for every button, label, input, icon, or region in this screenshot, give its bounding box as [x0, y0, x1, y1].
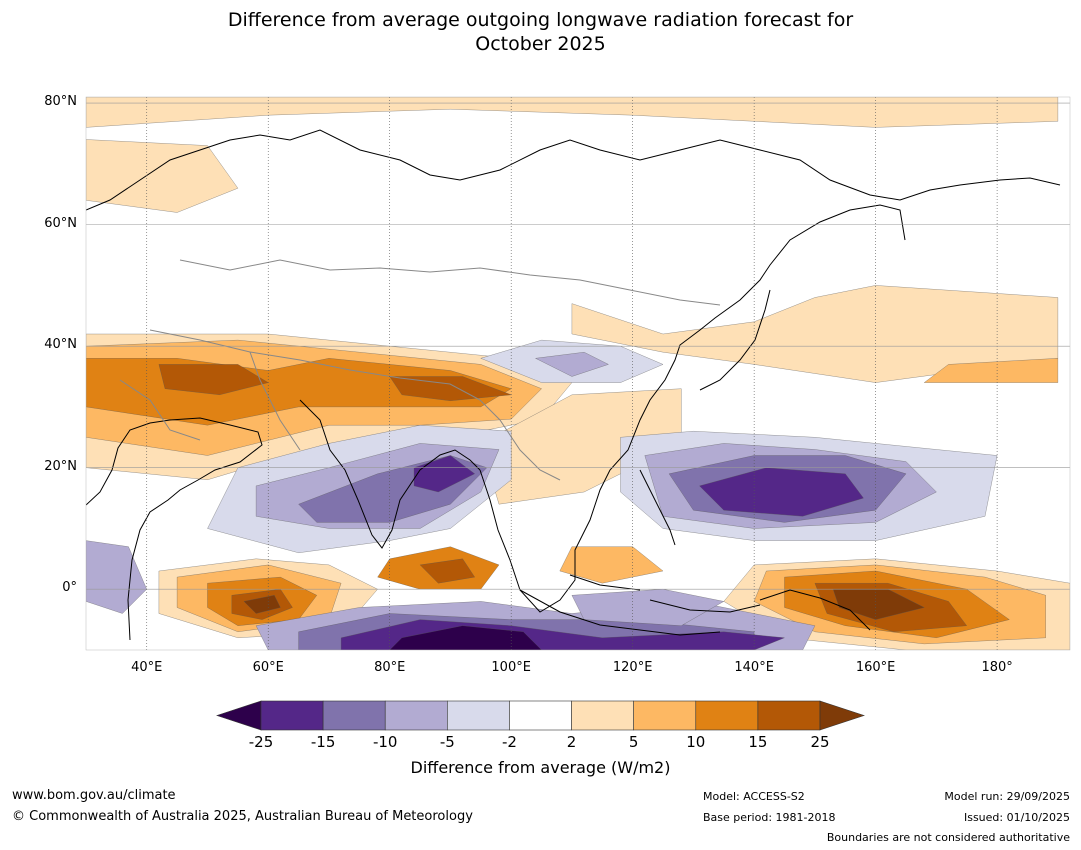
coastline-philippines: [639, 469, 676, 546]
longitude-label: 40°E: [131, 660, 163, 675]
model-label: Model: ACCESS-S2: [703, 790, 805, 803]
border-line-1: [149, 329, 481, 401]
region-middle-east-positive-core-e: [389, 376, 512, 401]
latitude-label: 80°N: [44, 94, 77, 110]
longitude-label: 80°E: [374, 660, 406, 675]
region-middle-east-positive-core-w: [158, 364, 269, 395]
colorbar-tick-label: 10: [686, 733, 706, 751]
colorbar-segment: [384, 700, 448, 731]
region-northeast-asia-positive: [571, 285, 1059, 383]
colorbar-tick-label: 2: [566, 733, 577, 751]
colorbar-tick-label: 5: [628, 733, 639, 751]
colorbar-segment: [695, 700, 759, 731]
border-line-2: [179, 259, 721, 306]
coastline-arctic: [86, 129, 1061, 211]
model-run-label: Model run: 29/09/2025: [944, 790, 1070, 803]
latitude-label: 60°N: [44, 215, 77, 231]
chart-title: Difference from average outgoing longwav…: [0, 8, 1081, 56]
colorbar-tick-label: 15: [748, 733, 768, 751]
colorbar-tick-label: -5: [439, 733, 455, 751]
region-north-pacific-positive: [923, 358, 1059, 383]
coastline-japan: [699, 289, 771, 391]
region-scandinavia-positive: [86, 139, 239, 213]
coastline-new-guinea: [759, 589, 871, 631]
coastline-southeast-asia: [479, 204, 906, 613]
coastline-india: [299, 399, 481, 549]
colorbar-tick-label: -10: [372, 733, 398, 751]
colorbar-under-arrow: [216, 700, 262, 731]
longitude-label: 120°E: [612, 660, 653, 675]
colorbar-tick-label: -2: [501, 733, 517, 751]
colorbar-segment: [633, 700, 697, 731]
website-link[interactable]: www.bom.gov.au/climate: [12, 788, 176, 803]
coastlines: [86, 129, 1061, 641]
colorbar-segment: [447, 700, 510, 731]
latitude-label: 0°: [62, 580, 77, 596]
colorbar-tick-label: -25: [248, 733, 274, 751]
colorbar: [216, 700, 865, 731]
colorbar-segment: [571, 700, 634, 731]
longitude-label: 100°E: [491, 660, 531, 675]
map-area: [86, 97, 1070, 650]
colorbar-segment: [757, 700, 821, 731]
colorbar-title: Difference from average (W/m2): [410, 758, 671, 777]
anomaly-regions: [86, 97, 1070, 650]
map-frame: [85, 96, 1071, 651]
country-borders: [119, 259, 721, 481]
coastline-indonesia: [519, 574, 761, 636]
gridlines: [86, 97, 1070, 650]
title-line-2: October 2025: [475, 33, 606, 55]
colorbar-segment: [260, 700, 324, 731]
region-bay-of-bengal-negative-core: [413, 455, 475, 493]
colorbar-segment: [509, 700, 572, 731]
colorbar-over-arrow: [819, 700, 865, 731]
region-west-indian-ocean-positive-max: [243, 595, 281, 614]
issued-label: Issued: 01/10/2025: [963, 811, 1070, 824]
coastline-africa-arabia: [86, 417, 263, 641]
region-china-north-negative: [534, 352, 609, 377]
longitude-label: 180°: [981, 660, 1013, 675]
disclaimer-text: Boundaries are not considered authoritat…: [826, 831, 1070, 844]
border-line-3: [249, 351, 301, 451]
border-line-5: [119, 379, 201, 441]
title-line-1: Difference from average outgoing longwav…: [227, 9, 854, 31]
longitude-label: 140°E: [734, 660, 774, 675]
longitude-label: 60°E: [252, 660, 284, 675]
colorbar-segment: [322, 700, 386, 731]
copyright-text: © Commonwealth of Australia 2025, Austra…: [12, 809, 473, 824]
latitude-label: 40°N: [44, 337, 77, 353]
colorbar-tick-label: -15: [310, 733, 336, 751]
colorbar-tick-label: 25: [810, 733, 830, 751]
region-indonesia-negative: [571, 589, 725, 626]
base-period-label: Base period: 1981-2018: [703, 811, 836, 824]
region-east-indian-ocean-positive-core: [419, 558, 475, 584]
region-southern-indian-ocean-negative-core: [389, 625, 542, 650]
border-line-4: [479, 399, 561, 481]
region-east-africa-negative: [86, 540, 147, 614]
longitude-label: 160°E: [855, 660, 896, 675]
latitude-label: 20°N: [44, 458, 77, 474]
